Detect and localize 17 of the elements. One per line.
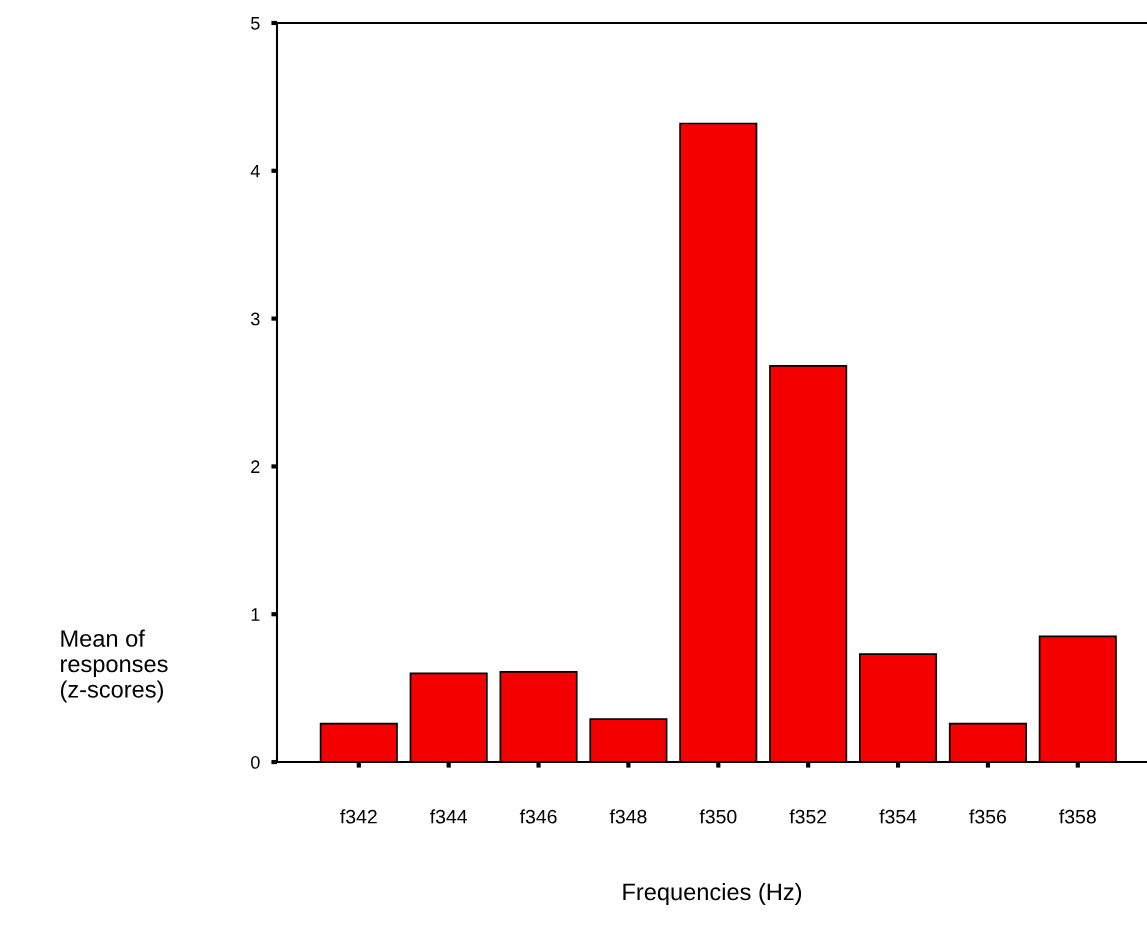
x-tick-label: f356	[969, 809, 1006, 824]
x-tick-label: f342	[340, 809, 377, 824]
x-tick-label: f350	[699, 809, 737, 824]
x-tick-label: f352	[789, 809, 827, 824]
y-tick-label: 3	[250, 312, 260, 326]
y-axis-title: Mean of responses (z-scores)	[60, 629, 168, 703]
x-tick-label: f354	[879, 809, 917, 824]
x-axis-title: Frequencies (Hz)	[623, 882, 802, 905]
x-tick-label: f358	[1059, 809, 1096, 824]
y-tick-label: 1	[251, 608, 260, 621]
y-tick-label: 5	[251, 17, 260, 30]
y-tick-label: 0	[251, 755, 260, 769]
x-tick-label: f346	[519, 809, 557, 824]
y-tick-label: 4	[250, 164, 260, 178]
x-tick-label: f348	[609, 809, 647, 824]
x-tick-label: f344	[430, 809, 468, 824]
y-tick-label: 2	[251, 460, 260, 473]
